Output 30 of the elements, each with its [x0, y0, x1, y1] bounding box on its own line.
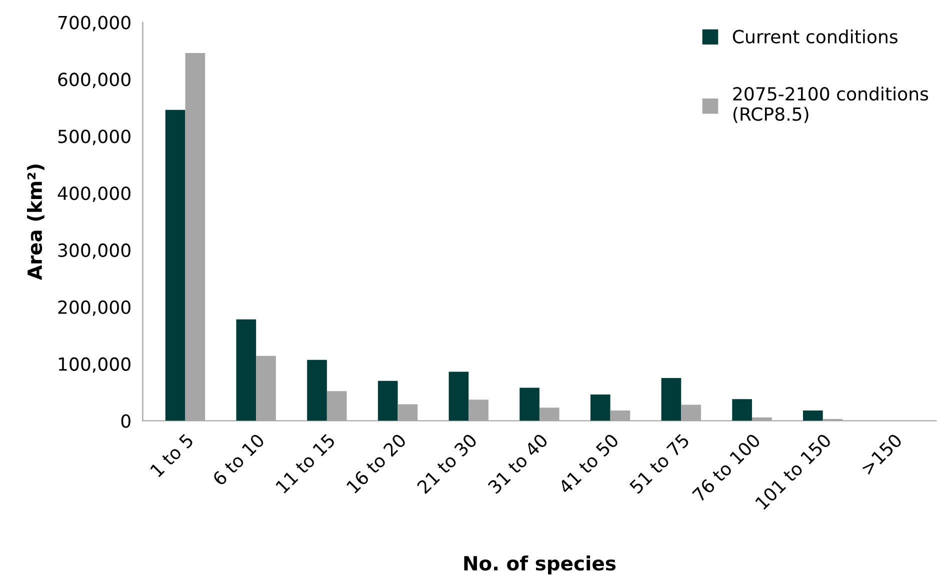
x-tick-label: 1 to 5: [150, 433, 194, 478]
x-axis-title: No. of species: [464, 556, 616, 574]
bar: [661, 378, 682, 421]
y-tick-label: 300,000: [58, 243, 130, 259]
x-tick-label: 6 to 10: [212, 432, 266, 486]
x-tick-label: 31 to 40: [487, 432, 548, 494]
bar: [590, 394, 610, 421]
x-tick-label: 11 to 15: [275, 433, 336, 494]
bar: [165, 110, 186, 421]
bar: [307, 360, 327, 421]
x-tick-label: 21 to 30: [416, 432, 478, 494]
x-tick-label: 51 to 75: [629, 433, 690, 494]
bar: [448, 372, 469, 421]
bar: [802, 410, 823, 421]
bar: [236, 319, 256, 421]
legend-label: Current conditions: [732, 29, 898, 44]
legend-label: 2075-2100 conditions (RCP8.5): [733, 86, 928, 124]
bar: [378, 380, 398, 421]
y-tick-label: 400,000: [58, 186, 130, 202]
y-tick-label: 600,000: [58, 72, 130, 88]
y-tick-label: 700,000: [58, 16, 130, 32]
x-tick-label: 41 to 50: [558, 432, 620, 495]
y-tick-label: 0: [121, 414, 130, 428]
x-tick-label: 16 to 20: [346, 432, 407, 494]
y-tick-label: 200,000: [58, 300, 130, 316]
y-axis-title: Area (km²): [27, 164, 44, 280]
y-tick-label: 100,000: [58, 357, 130, 373]
bar: [520, 388, 540, 421]
bar: [732, 399, 752, 421]
y-tick-label: 500,000: [58, 130, 130, 146]
